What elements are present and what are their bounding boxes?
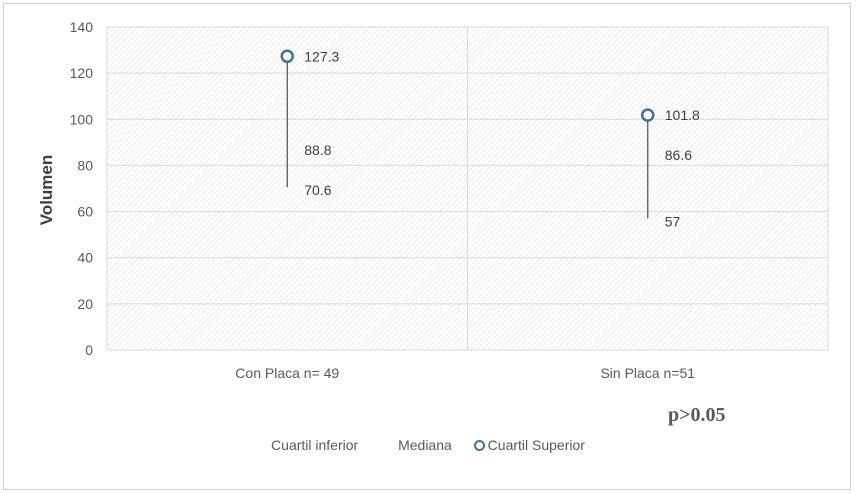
- p-value-annotation: p>0.05: [668, 404, 726, 426]
- legend: Cuartil inferior Mediana Cuartil Superio…: [0, 437, 856, 453]
- upper-quartile-label: 127.3: [304, 48, 339, 64]
- y-tick-label: 140: [70, 19, 94, 35]
- gridlines: [107, 26, 828, 351]
- upper-quartile-point: [641, 108, 655, 122]
- y-axis-ticks: 0 20 40 60 80 100 120 140: [70, 19, 94, 358]
- y-tick-label: 20: [77, 296, 93, 312]
- x-category-label: Con Placa n= 49: [235, 365, 339, 381]
- median-label: 86.6: [665, 147, 692, 163]
- upper-quartile-label: 101.8: [665, 107, 700, 123]
- legend-label-median: Mediana: [398, 437, 452, 453]
- y-tick-label: 100: [70, 111, 94, 127]
- y-tick-label: 40: [77, 250, 93, 266]
- x-category-label: Sin Placa n=51: [600, 365, 695, 381]
- lower-quartile-label: 70.6: [304, 182, 331, 198]
- y-tick-label: 80: [77, 157, 93, 173]
- median-label: 88.8: [304, 142, 331, 158]
- y-tick-label: 0: [85, 342, 93, 358]
- y-tick-label: 60: [77, 204, 93, 220]
- legend-label-upper: Cuartil Superior: [487, 437, 585, 453]
- legend-item-median: Mediana: [398, 437, 452, 453]
- data-marks: 127.3 88.8 70.6 101.8 86.6 57: [280, 48, 700, 229]
- legend-label-lower: Cuartil inferior: [271, 437, 359, 453]
- upper-quartile-point: [280, 49, 294, 64]
- legend-item-upper: Cuartil Superior: [473, 437, 585, 453]
- legend-item-lower: Cuartil inferior: [271, 437, 358, 453]
- y-axis-label: Volumen: [37, 155, 56, 226]
- y-tick-label: 120: [70, 65, 94, 81]
- x-axis-categories: Con Placa n= 49 Sin Placa n=51: [235, 365, 695, 381]
- lower-quartile-label: 57: [665, 213, 681, 229]
- circle-marker-icon: [473, 440, 485, 451]
